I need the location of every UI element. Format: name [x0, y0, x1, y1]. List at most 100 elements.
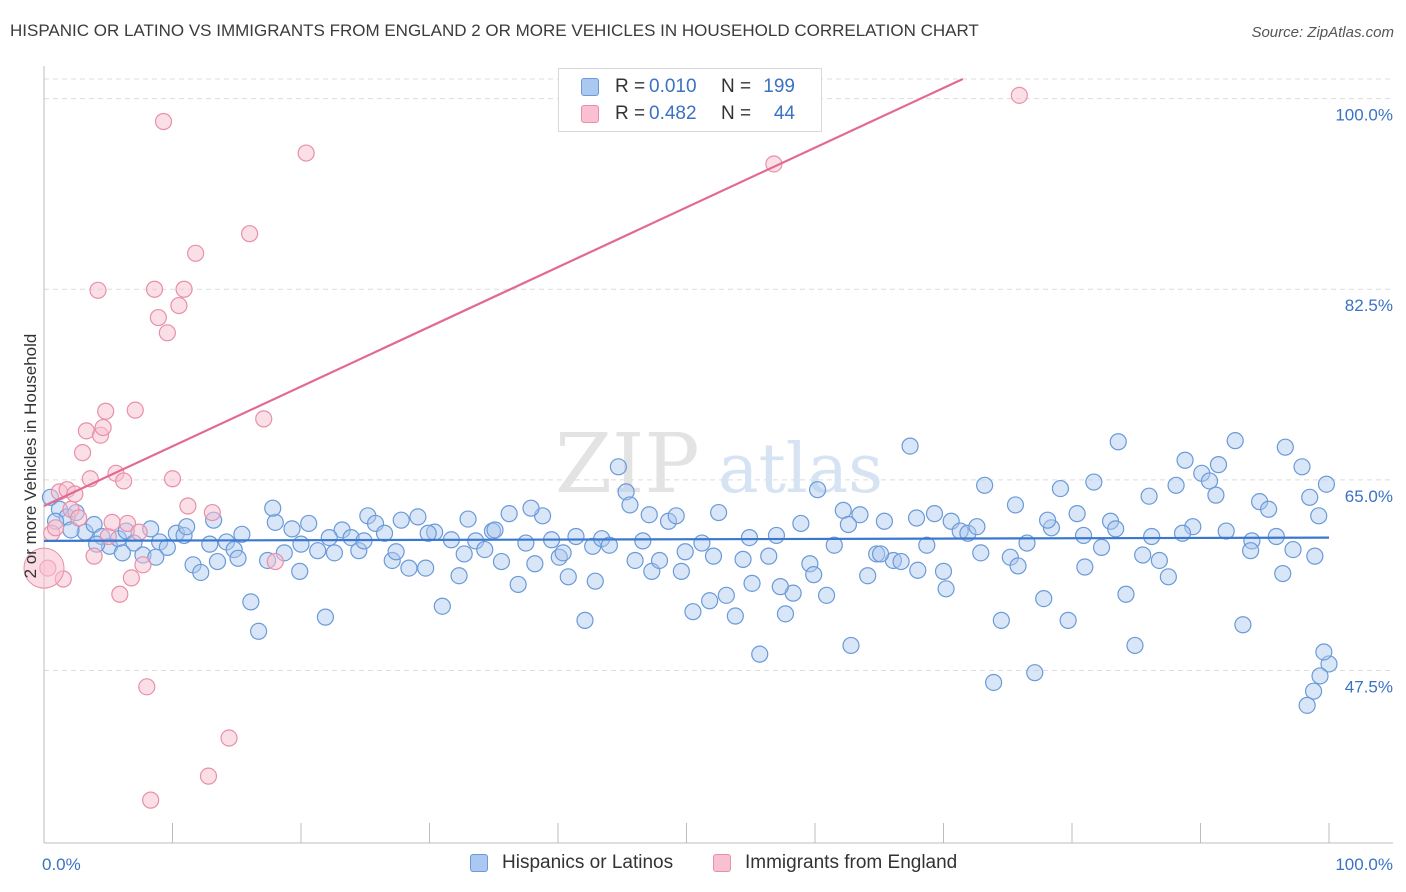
hispanic-point: [760, 547, 778, 565]
hispanic-point: [1117, 585, 1135, 603]
hispanic-point: [486, 521, 504, 539]
england-point: [158, 324, 176, 342]
hispanic-point: [1310, 507, 1328, 525]
hispanic-point: [266, 513, 284, 531]
hispanic-point: [113, 544, 131, 562]
hispanic-point: [1134, 546, 1152, 564]
hispanic-point: [842, 636, 860, 655]
grid: [44, 78, 1393, 671]
england-point: [77, 422, 96, 440]
hispanic-point: [1035, 590, 1053, 608]
hispanic-point: [985, 673, 1003, 692]
hispanic-point: [517, 534, 535, 552]
hispanic-point: [1298, 696, 1316, 714]
hispanic-point: [1038, 511, 1057, 529]
hispanic-point: [1167, 476, 1185, 494]
hispanic-point: [1293, 458, 1311, 476]
hispanic-point: [701, 592, 719, 610]
hispanic-point: [817, 586, 836, 604]
england-point: [126, 401, 144, 419]
y-tick-label: 47.5%: [1345, 677, 1393, 696]
legend-row-hispanic: R = 0.010 N = 199: [581, 75, 795, 99]
hispanic-point: [626, 551, 644, 570]
y-tick-label: 100.0%: [1335, 106, 1393, 125]
hispanic-point: [959, 524, 977, 542]
y-tick-label: 65.0%: [1345, 487, 1393, 506]
hispanic-point: [1304, 682, 1323, 700]
england-point: [111, 585, 129, 603]
series-legend: Hispanics or Latinos Immigrants from Eng…: [0, 852, 1406, 878]
hispanic-point: [976, 476, 994, 494]
hispanic-point: [1184, 518, 1202, 536]
hispanic-point: [1140, 487, 1158, 505]
hispanic-point: [1009, 557, 1027, 575]
hispanic-point: [233, 525, 251, 543]
n-label: N =: [721, 103, 752, 124]
hispanic-point: [492, 552, 511, 571]
hispanic-point: [839, 515, 858, 534]
hispanic-point: [316, 608, 335, 626]
england-point: [73, 444, 92, 462]
england-point: [70, 509, 88, 527]
hispanic-point: [617, 483, 635, 501]
hispanic-point: [387, 543, 405, 561]
hispanic-point: [208, 552, 227, 571]
chart-title: HISPANIC OR LATINO VS IMMIGRANTS FROM EN…: [10, 21, 979, 40]
hispanic-point: [771, 578, 789, 596]
hispanic-point: [559, 568, 577, 586]
england-point: [170, 296, 188, 315]
hispanic-point: [726, 607, 744, 625]
hispanic-point: [400, 559, 418, 577]
hispanic-point: [710, 503, 728, 522]
hispanic-point: [792, 514, 810, 533]
n-value: 199: [763, 76, 795, 97]
hispanic-point: [178, 518, 196, 536]
england-point: [297, 144, 315, 162]
hispanic-point: [342, 529, 360, 547]
hispanic-point: [264, 499, 282, 517]
england-point: [266, 552, 284, 571]
england-point: [134, 556, 152, 574]
england-point: [154, 112, 173, 131]
hispanic-point: [667, 507, 685, 525]
hispanic-point: [1006, 496, 1025, 514]
england-point: [103, 513, 121, 531]
hispanic-point: [693, 534, 711, 552]
hispanic-point: [717, 586, 735, 604]
hispanic-point: [522, 499, 540, 517]
hispanic-point: [350, 542, 368, 560]
hispanic-point: [1059, 611, 1077, 629]
n-value: 44: [773, 103, 795, 124]
legend-item-england[interactable]: Immigrants from England: [713, 852, 957, 874]
blue-swatch-icon: [470, 854, 488, 872]
hispanic-point: [586, 572, 604, 590]
hispanic-point: [450, 567, 468, 585]
england-point: [203, 503, 221, 522]
hispanic-point: [375, 524, 394, 542]
england-point: [118, 514, 137, 533]
hispanic-point: [704, 547, 723, 565]
hispanic-point: [242, 593, 260, 611]
hispanic-point: [455, 545, 473, 563]
hispanic-point: [283, 520, 301, 538]
hispanic-point: [300, 514, 318, 533]
england-point: [175, 280, 193, 298]
blue-swatch-icon: [581, 78, 599, 96]
hispanic-point: [147, 548, 165, 566]
hispanic-point: [909, 561, 927, 579]
hispanic-point: [1306, 547, 1324, 565]
hispanic-point: [1150, 551, 1168, 570]
hispanic-point: [907, 509, 926, 527]
hispanic-point: [871, 545, 890, 563]
england-point: [241, 225, 259, 243]
hispanic-point: [1226, 432, 1244, 450]
hispanic-point: [509, 575, 527, 594]
legend-item-hispanic[interactable]: Hispanics or Latinos: [470, 852, 673, 874]
n-label: N =: [721, 76, 752, 97]
hispanic-point: [1311, 667, 1329, 685]
hispanic-point: [1068, 505, 1086, 523]
hispanic-point: [609, 458, 627, 476]
hispanic-point: [621, 496, 639, 514]
england-point: [89, 281, 107, 299]
